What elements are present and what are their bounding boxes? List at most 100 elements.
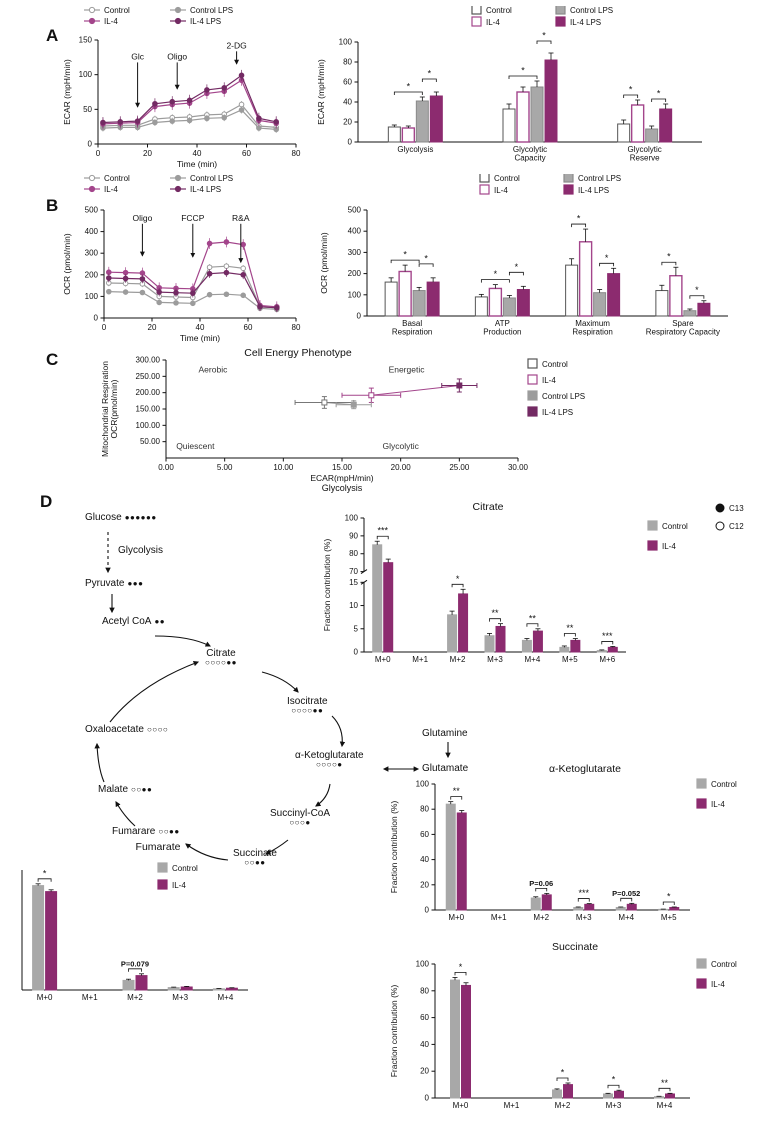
tca-node-label: Isocitrate bbox=[287, 696, 328, 707]
svg-text:ECAR(mpH/min): ECAR(mpH/min) bbox=[310, 473, 373, 483]
svg-text:M+0: M+0 bbox=[375, 655, 391, 664]
svg-text:Succinate: Succinate bbox=[552, 941, 598, 953]
svg-text:Control: Control bbox=[494, 174, 520, 183]
svg-text:80: 80 bbox=[343, 58, 352, 67]
svg-text:Control: Control bbox=[542, 360, 568, 369]
svg-text:M+5: M+5 bbox=[562, 655, 578, 664]
svg-text:M+1: M+1 bbox=[504, 1101, 520, 1110]
svg-text:0: 0 bbox=[425, 906, 430, 915]
svg-text:80: 80 bbox=[292, 149, 301, 158]
svg-text:IL-4 LPS: IL-4 LPS bbox=[190, 17, 221, 26]
tca-node-fumarate: Fumarare ○○●● bbox=[112, 826, 180, 837]
svg-text:100: 100 bbox=[416, 780, 430, 789]
carbon-circles: ○○●● bbox=[158, 827, 180, 836]
svg-text:150.00: 150.00 bbox=[136, 405, 161, 414]
svg-text:Oligo: Oligo bbox=[132, 213, 152, 223]
svg-text:M+3: M+3 bbox=[576, 913, 592, 922]
svg-text:20.00: 20.00 bbox=[391, 463, 412, 472]
svg-text:0: 0 bbox=[102, 323, 107, 332]
svg-text:Oligo: Oligo bbox=[167, 51, 187, 61]
svg-text:M+3: M+3 bbox=[606, 1101, 622, 1110]
svg-text:0.00: 0.00 bbox=[158, 463, 174, 472]
svg-text:IL-4: IL-4 bbox=[711, 980, 725, 989]
panel-label-d: D bbox=[40, 492, 53, 511]
svg-text:*: * bbox=[515, 262, 519, 272]
svg-text:Glycolysis: Glycolysis bbox=[322, 483, 363, 493]
svg-text:Time (min): Time (min) bbox=[180, 333, 220, 343]
svg-text:IL-4 LPS: IL-4 LPS bbox=[190, 185, 221, 194]
panel-label-c: C bbox=[46, 350, 59, 369]
svg-text:IL-4: IL-4 bbox=[662, 542, 676, 551]
svg-text:**: ** bbox=[529, 613, 537, 623]
ocr-timecourse-chart: 0 100 200 300 400 500 0 20 40 60 80 Time (min) Oligo… bbox=[58, 174, 306, 351]
svg-text:0: 0 bbox=[96, 149, 101, 158]
svg-text:80: 80 bbox=[420, 805, 429, 814]
tca-node-glucose: Glucose ●●●●●● bbox=[85, 512, 157, 523]
svg-text:50.00: 50.00 bbox=[140, 437, 161, 446]
svg-text:M+0: M+0 bbox=[448, 913, 464, 922]
svg-text:80: 80 bbox=[420, 986, 429, 995]
svg-text:C13: C13 bbox=[729, 504, 744, 513]
svg-text:Control LPS: Control LPS bbox=[190, 174, 233, 183]
svg-text:0: 0 bbox=[88, 140, 93, 149]
svg-text:IL-4: IL-4 bbox=[494, 186, 508, 195]
svg-text:60: 60 bbox=[343, 78, 352, 87]
svg-text:100: 100 bbox=[79, 70, 93, 79]
svg-text:OCR (pmol/min): OCR (pmol/min) bbox=[62, 233, 72, 295]
svg-text:500: 500 bbox=[348, 206, 362, 215]
svg-text:ECAR (mpH/min): ECAR (mpH/min) bbox=[62, 59, 72, 125]
svg-text:IL-4: IL-4 bbox=[542, 376, 556, 385]
svg-text:M+0: M+0 bbox=[453, 1101, 469, 1110]
svg-text:*: * bbox=[629, 85, 633, 95]
svg-text:30.00: 30.00 bbox=[508, 463, 529, 472]
svg-text:*: * bbox=[561, 1067, 565, 1077]
svg-text:Energetic: Energetic bbox=[389, 364, 426, 374]
svg-text:90: 90 bbox=[349, 531, 358, 540]
svg-text:*: * bbox=[494, 269, 498, 279]
svg-text:80: 80 bbox=[292, 323, 301, 332]
svg-text:15: 15 bbox=[349, 578, 358, 587]
svg-text:Glc: Glc bbox=[131, 51, 145, 61]
fumarate-isotopologue-chart: M+0 M+1 M+2 M+3 M+4 * P=0.079 Fumarate Control IL… bbox=[8, 826, 308, 1021]
svg-text:Aerobic: Aerobic bbox=[199, 364, 229, 374]
svg-text:M+2: M+2 bbox=[555, 1101, 571, 1110]
tca-node-malate: Malate ○○●● bbox=[98, 784, 152, 795]
succinate-isotopologue-chart: 0 20 40 60 80 100 M+0 M+1 M+2 M+3 M+4 * * * ** Fraction… bbox=[385, 938, 776, 1129]
svg-text:**: ** bbox=[491, 608, 499, 618]
svg-text:5: 5 bbox=[354, 624, 359, 633]
svg-text:IL-4: IL-4 bbox=[104, 17, 118, 26]
svg-text:***: *** bbox=[578, 888, 589, 898]
tca-node-succinylcoa: Succinyl-CoA ○○○● bbox=[270, 808, 330, 828]
svg-text:ECAR (mpH/min): ECAR (mpH/min) bbox=[316, 59, 326, 125]
malate-to-oxaloacetate-arrow bbox=[94, 742, 105, 783]
svg-text:100: 100 bbox=[339, 38, 353, 47]
svg-text:Glycolysis: Glycolysis bbox=[397, 145, 433, 154]
svg-text:40: 40 bbox=[196, 323, 205, 332]
svg-text:20: 20 bbox=[420, 1067, 429, 1076]
tca-node-isocitrate: Isocitrate ○○○○●● bbox=[287, 696, 328, 716]
svg-text:**: ** bbox=[453, 786, 461, 796]
tca-node-acetylcoa: Acetyl CoA ●● bbox=[102, 616, 165, 627]
svg-text:Control LPS: Control LPS bbox=[542, 392, 585, 401]
svg-text:*: * bbox=[424, 253, 428, 263]
svg-text:P=0.052: P=0.052 bbox=[612, 889, 640, 898]
carbon-circles: ○○●● bbox=[131, 785, 153, 794]
svg-text:250.00: 250.00 bbox=[136, 372, 161, 381]
svg-text:M+2: M+2 bbox=[450, 655, 466, 664]
svg-text:100.00: 100.00 bbox=[136, 421, 161, 430]
svg-text:40: 40 bbox=[420, 855, 429, 864]
svg-text:Control LPS: Control LPS bbox=[578, 174, 621, 183]
acetylcoa-to-citrate-arrow bbox=[154, 635, 211, 647]
svg-text:M+1: M+1 bbox=[412, 655, 428, 664]
svg-text:20: 20 bbox=[343, 118, 352, 127]
svg-text:40: 40 bbox=[343, 98, 352, 107]
carbon-circles: ○○○○ bbox=[146, 725, 169, 734]
carbon-circles: ●● bbox=[154, 617, 166, 626]
svg-text:M+4: M+4 bbox=[525, 655, 541, 664]
tca-node-label: α-Ketoglutarate bbox=[295, 750, 364, 761]
svg-text:IL-4 LPS: IL-4 LPS bbox=[570, 18, 601, 27]
svg-text:Glycolytic: Glycolytic bbox=[382, 441, 419, 451]
